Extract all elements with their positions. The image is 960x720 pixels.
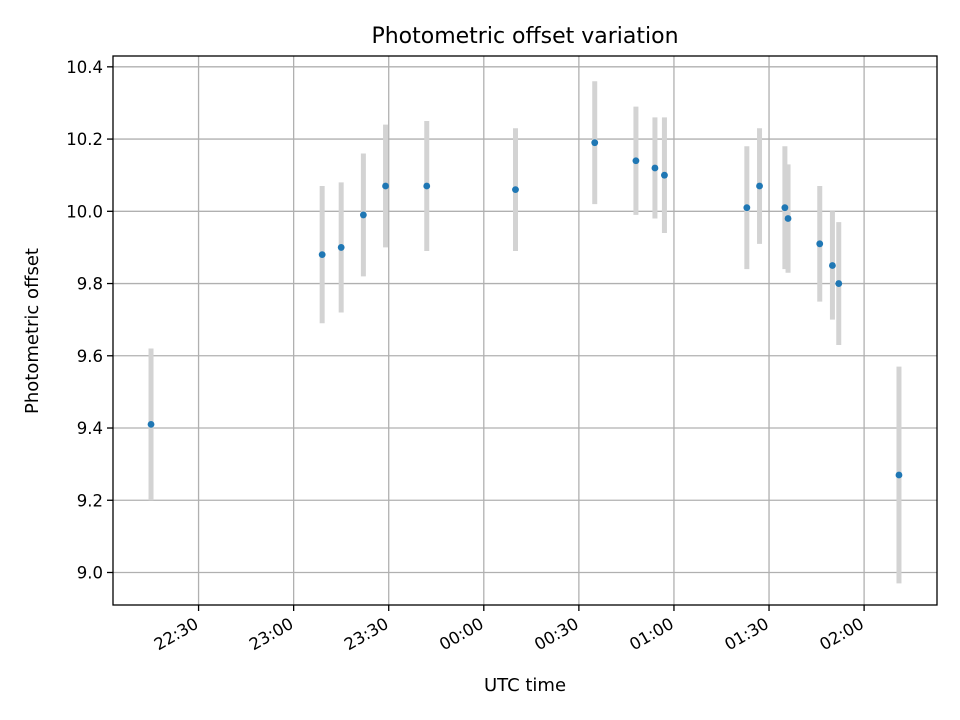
y-tick-label: 10.0 — [66, 202, 103, 221]
y-tick-label: 10.2 — [66, 130, 103, 149]
y-tick-label: 9.8 — [77, 275, 103, 294]
data-point — [512, 186, 519, 194]
y-tick-label: 9.6 — [77, 347, 103, 366]
data-point — [591, 139, 599, 147]
data-point — [784, 215, 792, 222]
y-tick-label: 10.4 — [66, 58, 103, 77]
data-points — [147, 139, 903, 479]
data-point — [835, 280, 843, 287]
x-axis-label: UTC time — [484, 675, 566, 696]
y-tick-label: 9.0 — [77, 563, 103, 582]
data-point — [359, 211, 367, 219]
data-point — [756, 182, 763, 190]
data-point — [147, 421, 155, 428]
plot-frame — [112, 55, 938, 606]
y-axis-label: Photometric offset — [22, 248, 43, 414]
data-point — [382, 182, 389, 190]
data-point — [337, 244, 345, 251]
data-point — [423, 182, 431, 190]
y-axis-ticks: 9.0 9.2 9.4 9.6 9.8 10.0 10.2 10.4 — [66, 58, 113, 582]
data-point — [829, 262, 836, 269]
grid — [113, 56, 937, 605]
data-point — [651, 164, 659, 172]
data-point — [816, 240, 824, 248]
data-point — [318, 251, 326, 259]
data-point — [661, 171, 668, 179]
data-point — [895, 471, 903, 479]
data-point — [632, 157, 640, 165]
chart-title: Photometric offset variation — [371, 24, 678, 49]
data-point — [743, 204, 751, 212]
y-tick-label: 9.4 — [77, 419, 103, 438]
data-point — [781, 204, 789, 212]
y-tick-label: 9.2 — [77, 491, 103, 510]
